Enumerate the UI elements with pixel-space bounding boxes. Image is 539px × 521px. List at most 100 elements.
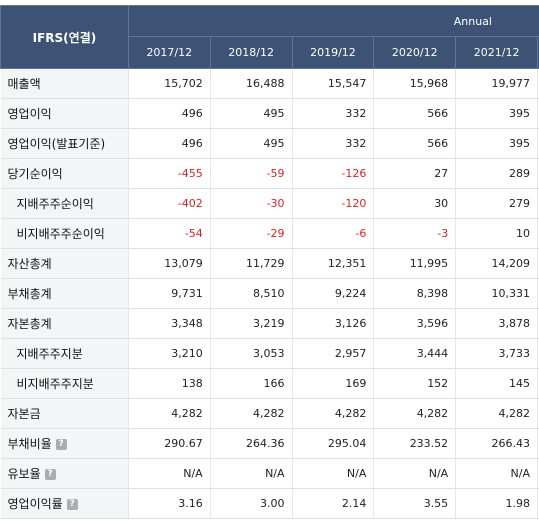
row-label: 부채비율?	[0, 428, 129, 459]
year-header: 2021/12	[455, 36, 539, 69]
value-cell: 4,282	[128, 398, 211, 429]
value-cell: 2.14	[292, 488, 375, 519]
help-icon[interactable]: ?	[66, 499, 78, 510]
value-cell-overflow	[537, 488, 539, 519]
table-header: IFRS(연결) Annual 2017/12 2018/12 2019/12 202…	[0, 5, 539, 69]
value-cell: 3,348	[128, 308, 211, 339]
row-label: 영업이익률?	[0, 488, 129, 519]
year-header: 2017/12	[127, 36, 211, 69]
year-header: 2019/12	[291, 36, 375, 69]
value-cell: 145	[455, 368, 539, 399]
value-cell-overflow	[537, 368, 539, 399]
value-cell: 290.67	[128, 428, 211, 459]
value-cell: 3,596	[373, 308, 457, 339]
value-cell: 395	[455, 98, 539, 129]
value-cell: 10,331	[455, 278, 539, 309]
value-cell: 3,053	[210, 338, 293, 369]
value-cell: N/A	[292, 458, 375, 489]
annual-header: Annual	[127, 5, 539, 37]
value-cell: 3.55	[373, 488, 457, 519]
help-icon[interactable]: ?	[44, 469, 56, 480]
value-cell: 166	[210, 368, 293, 399]
value-cell: 3,733	[455, 338, 539, 369]
value-cell: 15,547	[292, 68, 375, 99]
row-label-text: 자산총계	[7, 257, 52, 271]
table-row: 지배주주지분 3,210 3,053 2,957 3,444 3,733	[0, 338, 539, 369]
value-cell: 495	[210, 128, 293, 159]
row-label: 영업이익	[0, 98, 129, 129]
value-cell: 566	[373, 128, 457, 159]
value-cell: 9,731	[128, 278, 211, 309]
value-cell: -54	[128, 218, 211, 249]
value-cell: N/A	[128, 458, 211, 489]
value-cell: 12,351	[292, 248, 375, 279]
table-body: 매출액 15,702 16,488 15,547 15,968 19,977 영업이익 496…	[0, 68, 539, 519]
value-cell-overflow	[537, 308, 539, 339]
value-cell: -126	[292, 158, 375, 189]
value-cell: 332	[292, 98, 375, 129]
value-cell-overflow	[537, 68, 539, 99]
value-cell: 4,282	[455, 398, 539, 429]
value-cell-overflow	[537, 98, 539, 129]
value-cell: 566	[373, 98, 457, 129]
value-cell: -455	[128, 158, 211, 189]
table-row: 지배주주순이익 -402 -30 -120 30 279	[0, 188, 539, 219]
value-cell: N/A	[210, 458, 293, 489]
value-cell: -120	[292, 188, 375, 219]
value-cell: 14,209	[455, 248, 539, 279]
value-cell: -59	[210, 158, 293, 189]
value-cell: N/A	[373, 458, 457, 489]
financial-table-container: IFRS(연결) Annual 2017/12 2018/12 2019/12 202…	[0, 5, 539, 521]
year-header: 2020/12	[373, 36, 457, 69]
row-label: 비지배주주지분	[0, 368, 129, 399]
value-cell: -6	[292, 218, 375, 249]
value-cell: 1.98	[455, 488, 539, 519]
value-cell: 169	[292, 368, 375, 399]
row-label: 지배주주지분	[0, 338, 129, 369]
value-cell: -402	[128, 188, 211, 219]
row-label: 지배주주순이익	[0, 188, 129, 219]
row-label-text: 자본총계	[7, 317, 52, 331]
value-cell: 3,219	[210, 308, 293, 339]
value-cell-overflow	[537, 248, 539, 279]
value-cell: 3.16	[128, 488, 211, 519]
value-cell-overflow	[537, 158, 539, 189]
row-label-text: 당기순이익	[7, 167, 63, 181]
value-cell-overflow	[537, 278, 539, 309]
table-row: 당기순이익 -455 -59 -126 27 289	[0, 158, 539, 189]
value-cell: 30	[373, 188, 457, 219]
value-cell: 152	[373, 368, 457, 399]
row-label-text: 영업이익	[7, 107, 52, 121]
help-icon[interactable]: ?	[55, 439, 67, 450]
value-cell: 496	[128, 98, 211, 129]
table-row: 영업이익 496 495 332 566 395	[0, 98, 539, 129]
value-cell: 295.04	[292, 428, 375, 459]
table-row: 영업이익(발표기준) 496 495 332 566 395	[0, 128, 539, 159]
value-cell: 2,957	[292, 338, 375, 369]
ifrs-header: IFRS(연결)	[0, 5, 129, 69]
financial-summary-table: IFRS(연결) Annual 2017/12 2018/12 2019/12 202…	[0, 5, 539, 519]
value-cell: 289	[455, 158, 539, 189]
table-row: 비지배주주지분 138 166 169 152 145	[0, 368, 539, 399]
value-cell-overflow	[537, 398, 539, 429]
row-label: 영업이익(발표기준)	[0, 128, 129, 159]
row-label: 유보율?	[0, 458, 129, 489]
row-label-text: 영업이익률	[7, 497, 63, 511]
row-label: 자본금	[0, 398, 129, 429]
row-label-text: 비지배주주지분	[16, 377, 94, 391]
year-header: 2018/12	[209, 36, 293, 69]
value-cell: -29	[210, 218, 293, 249]
value-cell: 10	[455, 218, 539, 249]
value-cell: N/A	[455, 458, 539, 489]
annual-label: Annual	[453, 14, 492, 28]
row-label: 당기순이익	[0, 158, 129, 189]
table-row: 자산총계 13,079 11,729 12,351 11,995 14,209	[0, 248, 539, 279]
value-cell: 11,729	[210, 248, 293, 279]
table-row: 부채총계 9,731 8,510 9,224 8,398 10,331	[0, 278, 539, 309]
value-cell: 395	[455, 128, 539, 159]
value-cell: -30	[210, 188, 293, 219]
row-label-text: 매출액	[7, 77, 41, 91]
value-cell: 8,398	[373, 278, 457, 309]
row-label-text: 부채비율	[7, 437, 52, 451]
